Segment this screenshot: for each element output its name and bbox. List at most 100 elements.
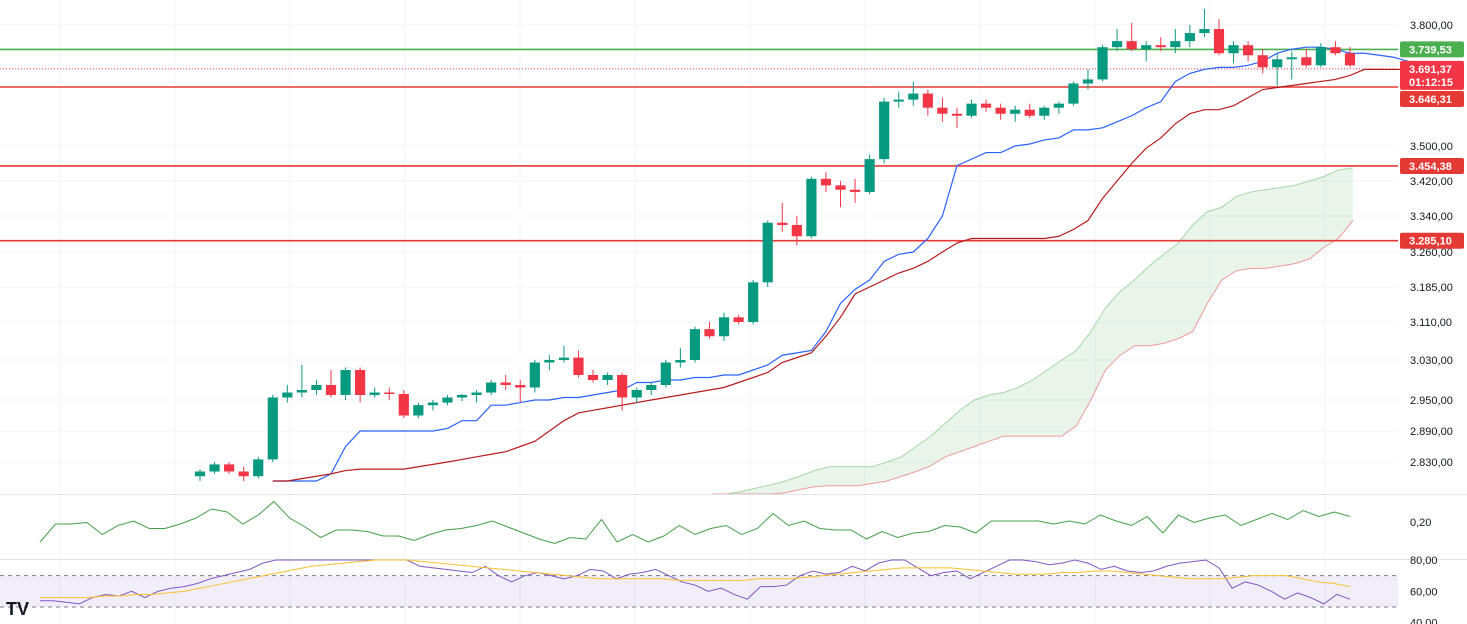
candle-body: [587, 375, 599, 380]
price-tick-label: 3.185,00: [1410, 282, 1453, 294]
price-tick-label: 2.890,00: [1410, 426, 1453, 438]
candles: [194, 9, 1356, 481]
candle-body: [544, 360, 555, 363]
rsi-tick-label: 40,00: [1410, 618, 1438, 624]
candle-body: [340, 370, 351, 395]
level-tag-text: 3.739,53: [1409, 44, 1452, 56]
candle-body: [1228, 45, 1239, 54]
span-a-line: [712, 167, 1353, 495]
candle-body: [631, 390, 642, 398]
candle-body: [1141, 45, 1152, 50]
candle-body: [1257, 55, 1268, 68]
tradingview-logo[interactable]: TV: [6, 599, 29, 619]
horizontal-levels[interactable]: [0, 48, 1398, 242]
candle-body: [194, 471, 206, 477]
rsi-tick-label: 80,00: [1410, 555, 1438, 567]
candle-body: [675, 360, 686, 363]
candle-body: [1272, 59, 1283, 68]
oscillator-line: [39, 500, 1351, 545]
candle-body: [573, 357, 584, 375]
price-axis[interactable]: 3.800,00 3.500,00 3.420,00 3.340,00 3.260,00…: [0, 20, 1467, 560]
indicator-lines: [272, 46, 1424, 482]
candle-body: [369, 392, 380, 395]
candle-body: [1155, 45, 1166, 48]
candle-body: [398, 394, 409, 416]
candle-body: [1126, 41, 1137, 50]
price-tick-label: 3.110,00: [1410, 317, 1452, 329]
rsi-band: [0, 575, 1398, 607]
candle-body: [995, 107, 1006, 114]
candle-body: [355, 370, 366, 395]
candle-body: [1184, 33, 1195, 42]
rsi-line: [40, 559, 1351, 605]
price-tick-label: 3.030,00: [1410, 355, 1453, 367]
candle-body: [311, 385, 322, 390]
candle-body: [791, 225, 802, 237]
price-tick-label: 3.800,00: [1410, 20, 1453, 32]
rsi-tick-label: 60,00: [1410, 586, 1438, 598]
candle-body: [558, 357, 570, 360]
candle-body: [529, 362, 540, 388]
candle-body: [777, 222, 788, 225]
candle-body: [922, 93, 933, 108]
candle-body: [602, 375, 613, 380]
candle-body: [384, 392, 395, 394]
candle-body: [806, 178, 817, 237]
candle-body: [820, 178, 832, 186]
oscillator-tick-label: 0,20: [1410, 517, 1431, 529]
rsi-panel: 80,00 60,00 40,00: [0, 555, 1438, 624]
candle-body: [325, 385, 337, 395]
candle-body: [238, 471, 249, 477]
ichimoku-cloud: [712, 167, 1354, 495]
last-price-tag: [1400, 60, 1464, 90]
candle-body: [253, 459, 264, 477]
candle-body: [1097, 47, 1108, 80]
level-tag-text: 3.454,38: [1409, 161, 1452, 173]
candle-body: [908, 93, 919, 100]
candle-body: [1082, 79, 1094, 84]
candle-body: [1199, 29, 1210, 34]
candle-body: [282, 392, 293, 398]
candle-body: [1243, 45, 1254, 56]
candle-body: [1024, 109, 1035, 116]
level-tag: [1400, 90, 1464, 107]
candle-body: [1053, 103, 1064, 108]
candle-body: [1344, 53, 1356, 66]
candle-body: [762, 222, 773, 283]
candle-body: [704, 329, 715, 337]
candle-body: [733, 317, 744, 322]
candle-body: [224, 464, 235, 472]
candle-body: [427, 402, 439, 406]
candle-body: [748, 282, 759, 322]
candle-body: [893, 99, 904, 102]
price-tick-label: 3.260,00: [1410, 247, 1453, 259]
candle-body: [500, 382, 511, 385]
candle-body: [1068, 83, 1079, 104]
price-tick-label: 3.340,00: [1410, 211, 1453, 223]
candle-body: [660, 362, 671, 385]
candle-body: [1286, 57, 1297, 60]
candle-body: [849, 189, 861, 192]
candle-body: [1315, 47, 1326, 66]
candle-body: [471, 392, 482, 395]
candle-body: [209, 464, 220, 472]
candle-body: [442, 397, 453, 403]
price-tick-label: 2.950,00: [1410, 395, 1453, 407]
price-tick-label: 3.420,00: [1410, 176, 1453, 188]
last-price-tag-text: 01:12:15: [1409, 77, 1453, 89]
price-tick-label: 2.830,00: [1410, 457, 1453, 469]
conversion-line: [272, 46, 1424, 482]
candle-body: [646, 385, 657, 390]
level-tag: [1400, 157, 1464, 174]
candle-body: [296, 390, 307, 393]
candle-body: [1301, 57, 1312, 66]
candle-body: [1330, 47, 1341, 54]
svg-text:TV: TV: [6, 599, 29, 619]
candle-body: [951, 113, 963, 116]
candle-body: [864, 159, 875, 192]
candle-body: [617, 375, 628, 398]
level-tag-text: 3.646,31: [1409, 94, 1452, 106]
